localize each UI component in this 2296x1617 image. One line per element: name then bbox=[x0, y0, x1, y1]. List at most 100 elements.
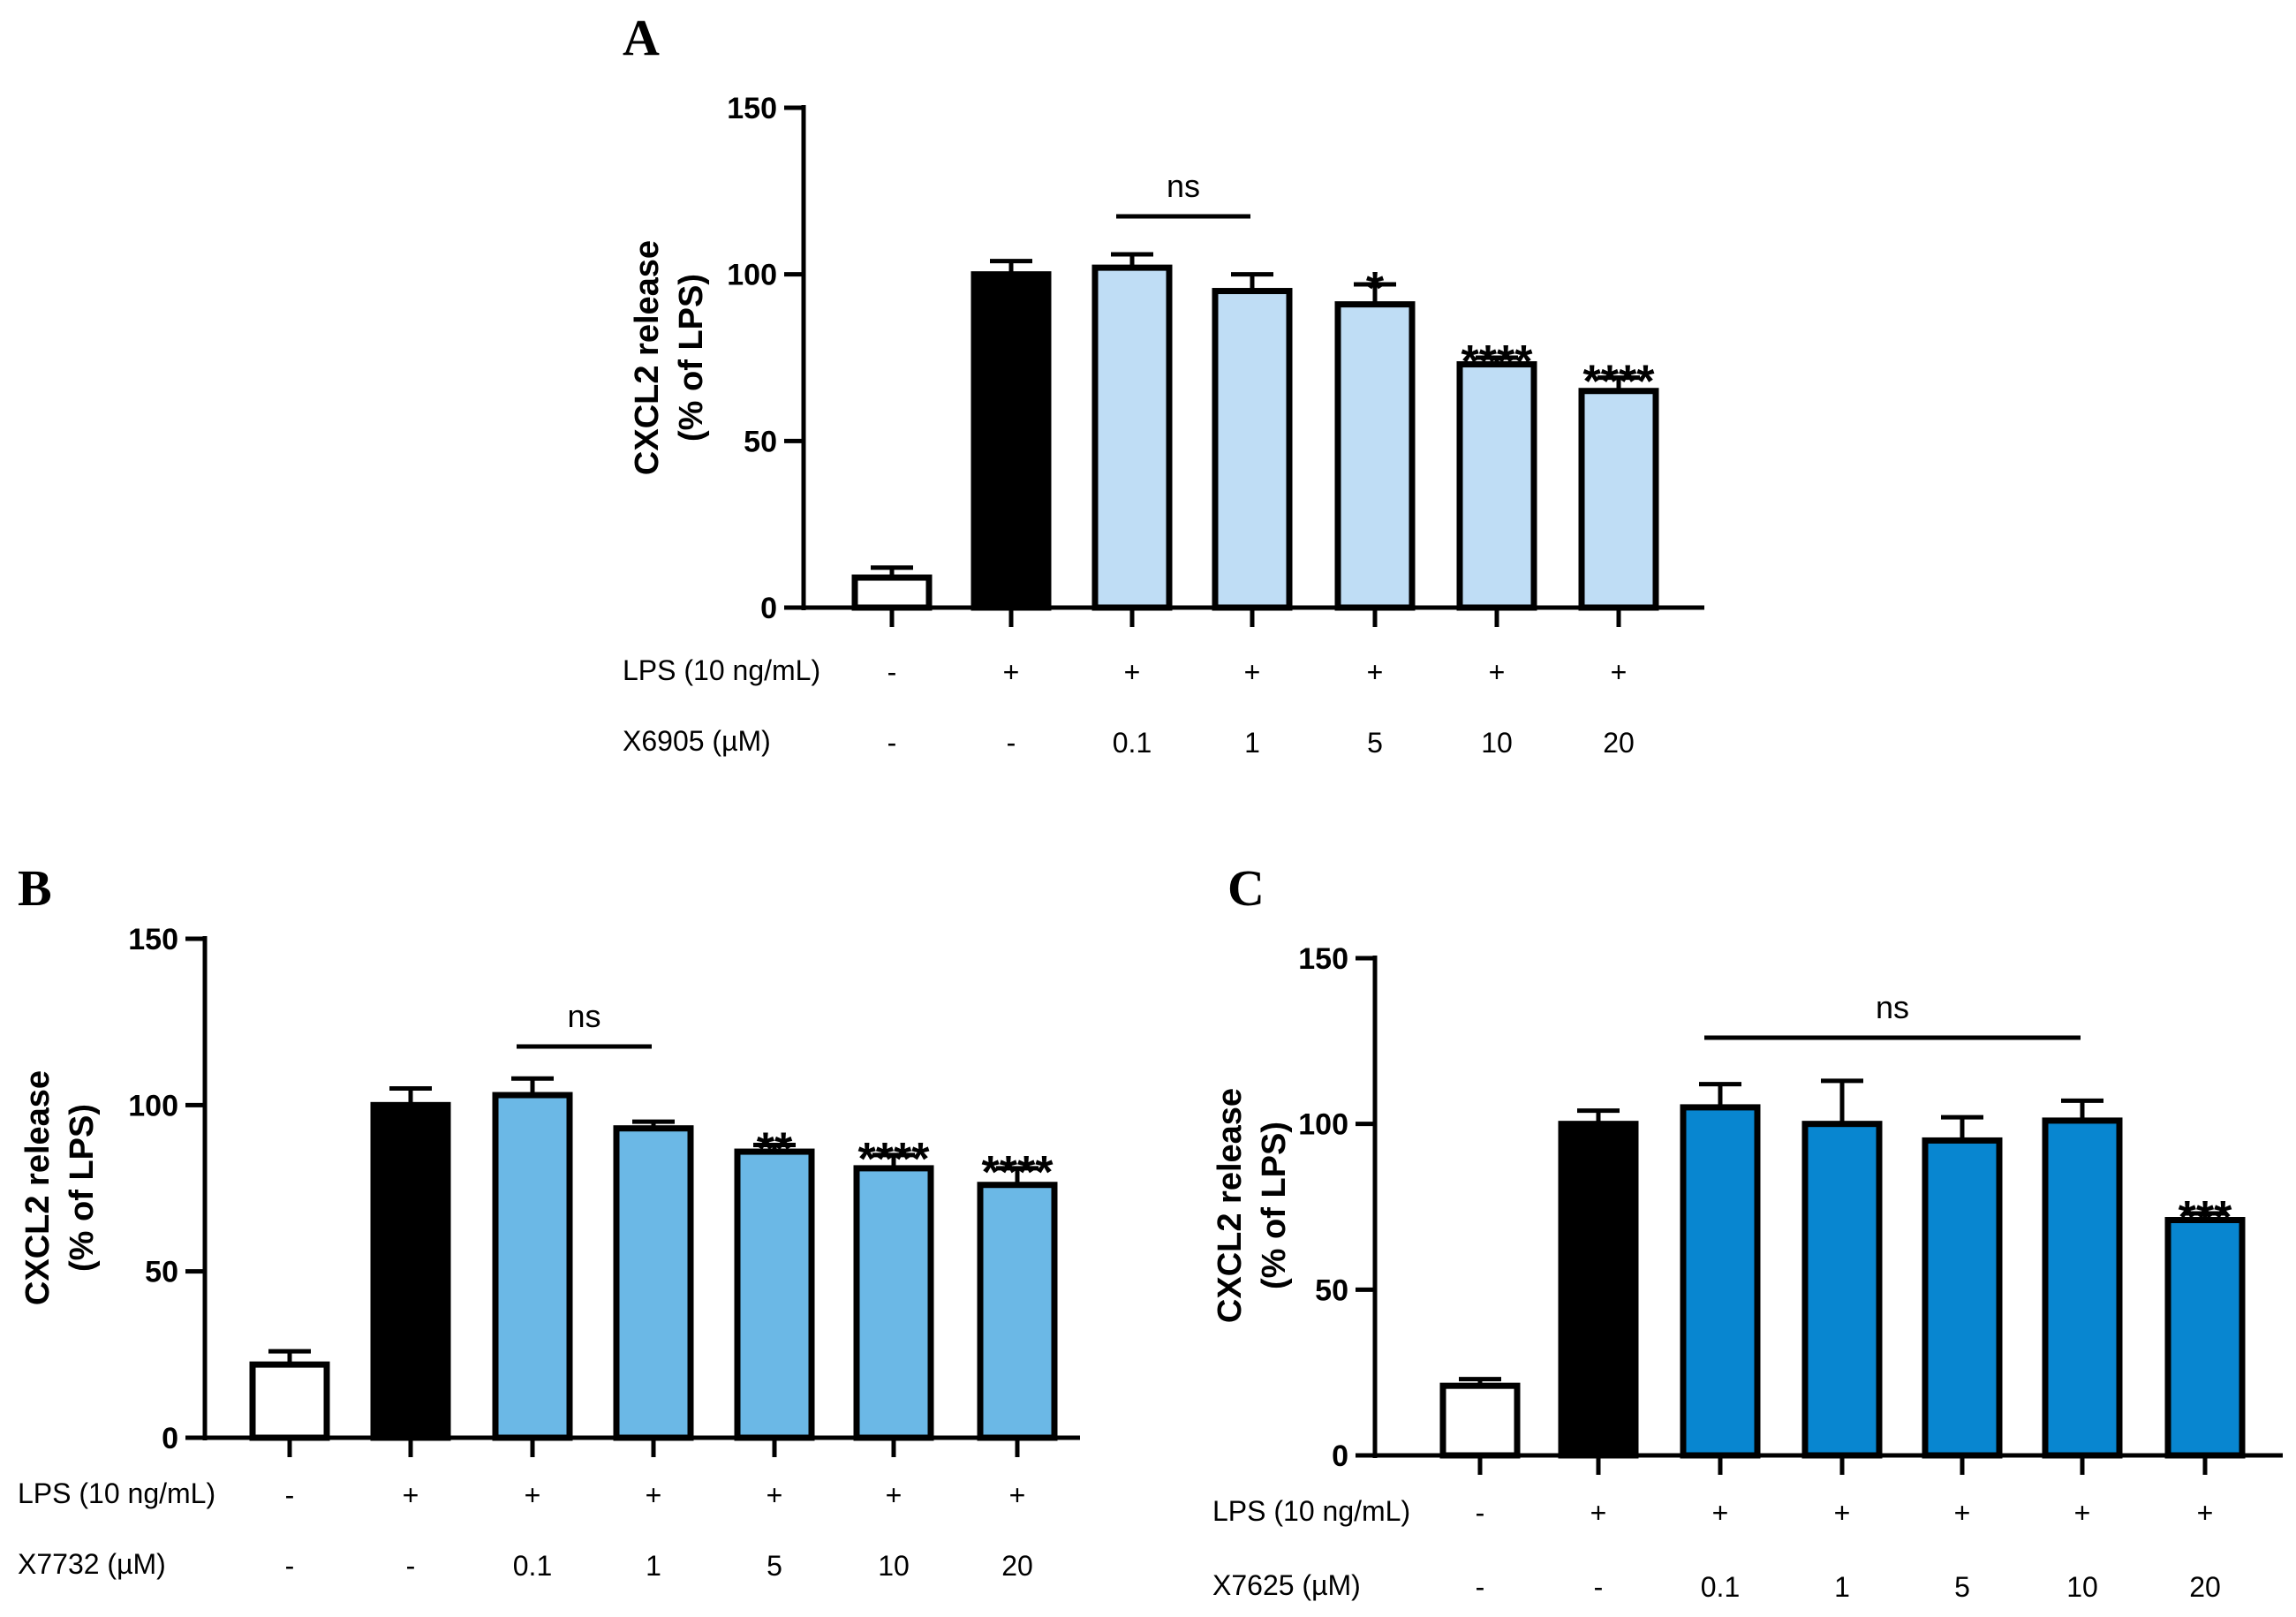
y-tick-label: 100 bbox=[128, 1089, 178, 1122]
y-tick-label: 100 bbox=[1298, 1108, 1348, 1142]
bar bbox=[2042, 1117, 2123, 1459]
y-tick-label: 0 bbox=[760, 592, 777, 625]
lps-condition: + bbox=[525, 1479, 541, 1511]
compound-condition: 20 bbox=[1603, 727, 1635, 759]
compound-condition: 0.1 bbox=[1701, 1571, 1740, 1603]
y-axis-label: CXCL2 release bbox=[629, 240, 666, 475]
bar bbox=[734, 1148, 815, 1441]
y-tick-label: 150 bbox=[1298, 942, 1348, 976]
compound-condition: - bbox=[1476, 1571, 1485, 1603]
lps-condition: + bbox=[1244, 656, 1261, 688]
y-axis-label: (% of LPS) bbox=[673, 274, 710, 442]
lps-condition: + bbox=[1590, 1497, 1607, 1529]
y-tick-label: 0 bbox=[162, 1422, 178, 1455]
y-axis-label: CXCL2 release bbox=[1212, 1088, 1249, 1323]
bar bbox=[1578, 388, 1659, 611]
bar bbox=[1922, 1137, 2003, 1459]
y-tick-label: 150 bbox=[727, 92, 777, 125]
compound-condition: 5 bbox=[1954, 1571, 1970, 1603]
panel-letter: B bbox=[18, 859, 52, 917]
lps-condition: + bbox=[1009, 1479, 1026, 1511]
panel-letter: A bbox=[623, 9, 660, 66]
compound-condition: 0.1 bbox=[513, 1550, 552, 1582]
y-tick-label: 50 bbox=[145, 1256, 178, 1289]
bar bbox=[1439, 1382, 1521, 1459]
bar bbox=[1456, 361, 1537, 611]
bar bbox=[249, 1361, 330, 1441]
lps-row-label: LPS (10 ng/mL) bbox=[1212, 1495, 1410, 1527]
compound-row-label: X7732 (µM) bbox=[18, 1548, 166, 1580]
y-tick-label: 50 bbox=[744, 425, 777, 458]
lps-condition: + bbox=[1489, 656, 1506, 688]
panel-letter: C bbox=[1227, 859, 1265, 917]
bar bbox=[1558, 1121, 1639, 1459]
compound-condition: - bbox=[887, 727, 897, 759]
lps-condition: + bbox=[767, 1479, 783, 1511]
panel-b: B 0 50 100 150 CXCL2 release (% of LPS) - - + - +0.… bbox=[18, 859, 1080, 1582]
bar bbox=[492, 1092, 573, 1441]
lps-condition: + bbox=[1003, 656, 1020, 688]
lps-condition: + bbox=[1367, 656, 1384, 688]
y-tick-label: 0 bbox=[1332, 1439, 1348, 1473]
significance-marker: *** bbox=[2179, 1192, 2232, 1243]
compound-condition: 1 bbox=[1244, 727, 1260, 759]
y-tick-label: 150 bbox=[128, 923, 178, 956]
significance-marker: **** bbox=[1461, 336, 1534, 388]
bar bbox=[1801, 1121, 1883, 1459]
bar bbox=[370, 1101, 451, 1441]
lps-condition: - bbox=[1476, 1497, 1485, 1529]
bar bbox=[971, 271, 1052, 611]
bar bbox=[2164, 1217, 2246, 1459]
bar bbox=[853, 1165, 934, 1441]
significance-marker: ** bbox=[757, 1124, 793, 1175]
bar bbox=[1212, 288, 1293, 611]
compound-condition: - bbox=[1007, 727, 1016, 759]
panel-a: A 0 50 100 150 CXCL2 release (% of LPS) - - + - +0.… bbox=[623, 9, 1704, 759]
lps-condition: + bbox=[1124, 656, 1141, 688]
lps-condition: + bbox=[1954, 1497, 1971, 1529]
compound-row-label: X7625 (µM) bbox=[1212, 1569, 1361, 1601]
compound-condition: - bbox=[1594, 1571, 1604, 1603]
compound-condition: 10 bbox=[878, 1550, 910, 1582]
bar bbox=[1680, 1104, 1761, 1459]
ns-label: ns bbox=[1876, 989, 1909, 1025]
significance-marker: **** bbox=[982, 1147, 1054, 1198]
y-axis-label: CXCL2 release bbox=[19, 1070, 57, 1305]
lps-condition: + bbox=[2074, 1497, 2091, 1529]
compound-condition: 0.1 bbox=[1113, 727, 1152, 759]
lps-row-label: LPS (10 ng/mL) bbox=[18, 1477, 215, 1509]
lps-condition: + bbox=[403, 1479, 419, 1511]
y-tick-label: 100 bbox=[727, 259, 777, 292]
compound-condition: 20 bbox=[1001, 1550, 1033, 1582]
ns-label: ns bbox=[567, 998, 600, 1034]
lps-condition: + bbox=[1834, 1497, 1851, 1529]
bar bbox=[851, 574, 933, 611]
compound-condition: 1 bbox=[646, 1550, 661, 1582]
y-axis-label: (% of LPS) bbox=[1256, 1122, 1293, 1289]
lps-condition: + bbox=[2197, 1497, 2214, 1529]
y-tick-label: 50 bbox=[1315, 1273, 1348, 1307]
bar bbox=[977, 1182, 1058, 1441]
significance-marker: **** bbox=[858, 1134, 931, 1185]
lps-condition: + bbox=[1611, 656, 1628, 688]
lps-condition: + bbox=[886, 1479, 903, 1511]
significance-marker: **** bbox=[1583, 357, 1656, 408]
lps-condition: + bbox=[1712, 1497, 1729, 1529]
compound-condition: - bbox=[285, 1550, 295, 1582]
compound-condition: 5 bbox=[767, 1550, 782, 1582]
bar bbox=[1334, 301, 1416, 611]
compound-condition: - bbox=[406, 1550, 416, 1582]
bar bbox=[1091, 264, 1173, 611]
compound-condition: 5 bbox=[1367, 727, 1383, 759]
lps-condition: + bbox=[646, 1479, 662, 1511]
compound-row-label: X6905 (µM) bbox=[623, 725, 771, 757]
lps-condition: - bbox=[887, 656, 897, 688]
significance-marker: * bbox=[1366, 263, 1385, 314]
compound-condition: 10 bbox=[2066, 1571, 2098, 1603]
panel-c: C 0 50 100 150 CXCL2 release (% of LPS) - - + - +0.… bbox=[1212, 859, 2283, 1603]
lps-condition: - bbox=[285, 1479, 295, 1511]
compound-condition: 20 bbox=[2189, 1571, 2221, 1603]
compound-condition: 1 bbox=[1834, 1571, 1850, 1603]
ns-label: ns bbox=[1167, 168, 1200, 204]
